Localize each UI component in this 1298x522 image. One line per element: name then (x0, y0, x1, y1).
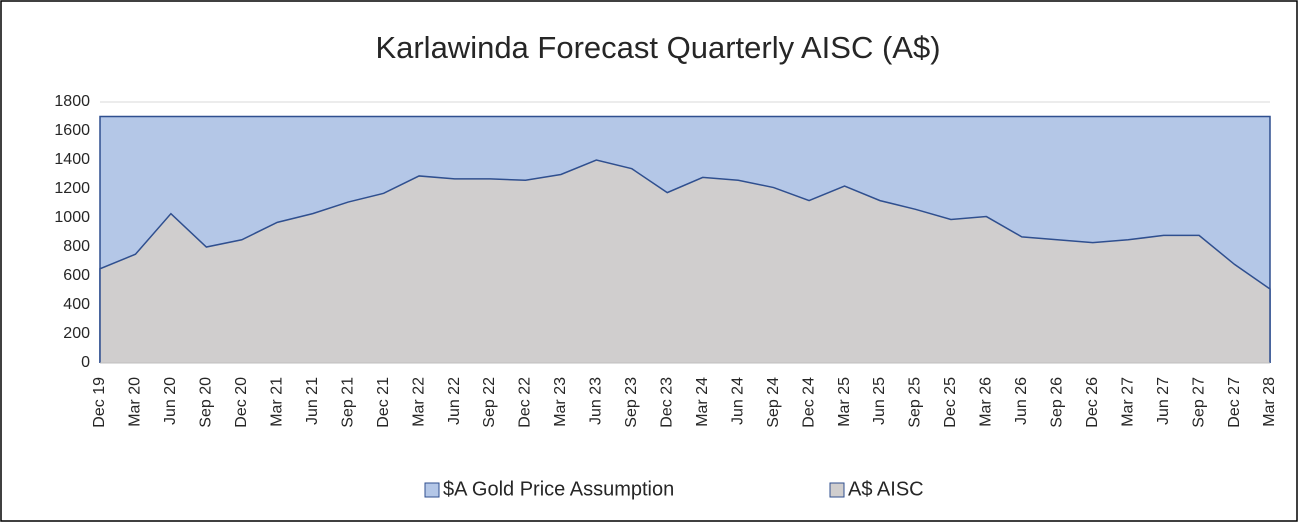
x-tick-label: Dec 22 (517, 377, 534, 428)
x-tick-label: Mar 24 (694, 377, 711, 427)
y-tick-label: 1400 (54, 151, 90, 168)
x-tick-label: Jun 20 (162, 377, 179, 425)
legend-label: A$ AISC (848, 478, 924, 500)
x-tick-label: Sep 24 (765, 377, 782, 428)
x-tick-label: Mar 20 (127, 377, 144, 427)
x-tick-label: Sep 27 (1190, 377, 1207, 428)
x-tick-label: Mar 26 (978, 377, 995, 427)
x-tick-label: Mar 27 (1119, 377, 1136, 427)
x-tick-label: Dec 20 (233, 377, 250, 428)
x-tick-label: Jun 27 (1155, 377, 1172, 425)
x-tick-label: Sep 22 (481, 377, 498, 428)
y-tick-label: 1200 (54, 180, 90, 197)
x-tick-label: Mar 23 (552, 377, 569, 427)
x-tick-label: Jun 21 (304, 377, 321, 425)
y-tick-label: 200 (63, 325, 90, 342)
area-line (99, 159, 1271, 363)
x-tick-label: Sep 25 (907, 377, 924, 428)
x-tick-label: Sep 26 (1048, 377, 1065, 428)
y-tick-label: 800 (63, 238, 90, 255)
x-tick-label: Jun 26 (1013, 377, 1030, 425)
x-tick-label: Jun 25 (871, 377, 888, 425)
x-tick-label: Sep 20 (198, 377, 215, 428)
y-tick-label: 600 (63, 267, 90, 284)
x-tick-label: Jun 24 (729, 377, 746, 425)
legend-label: $A Gold Price Assumption (443, 478, 674, 500)
x-tick-label: Dec 25 (942, 377, 959, 428)
x-tick-label: Mar 25 (836, 377, 853, 427)
legend-swatch (424, 482, 440, 498)
x-tick-label: Dec 19 (91, 377, 108, 428)
chart-title: Karlawinda Forecast Quarterly AISC (A$) (375, 30, 940, 65)
x-tick-label: Dec 27 (1226, 377, 1243, 428)
x-tick-label: Mar 22 (410, 377, 427, 427)
x-tick-label: Mar 28 (1261, 377, 1278, 427)
y-tick-label: 0 (81, 354, 90, 371)
x-tick-label: Dec 26 (1084, 377, 1101, 428)
x-tick-label: Dec 21 (375, 377, 392, 428)
x-tick-label: Dec 24 (800, 377, 817, 428)
y-tick-label: 400 (63, 296, 90, 313)
area-line (99, 115, 1271, 363)
y-tick-label: 1600 (54, 122, 90, 139)
y-tick-label: 1800 (54, 93, 90, 110)
x-tick-label: Sep 23 (623, 377, 640, 428)
legend-swatch (829, 482, 845, 498)
x-tick-label: Dec 23 (658, 377, 675, 428)
y-tick-label: 1000 (54, 209, 90, 226)
area-fill (100, 160, 1270, 363)
x-tick-label: Mar 21 (268, 377, 285, 427)
x-tick-label: Jun 22 (446, 377, 463, 425)
x-tick-label: Jun 23 (588, 377, 605, 425)
x-tick-label: Sep 21 (339, 377, 356, 428)
